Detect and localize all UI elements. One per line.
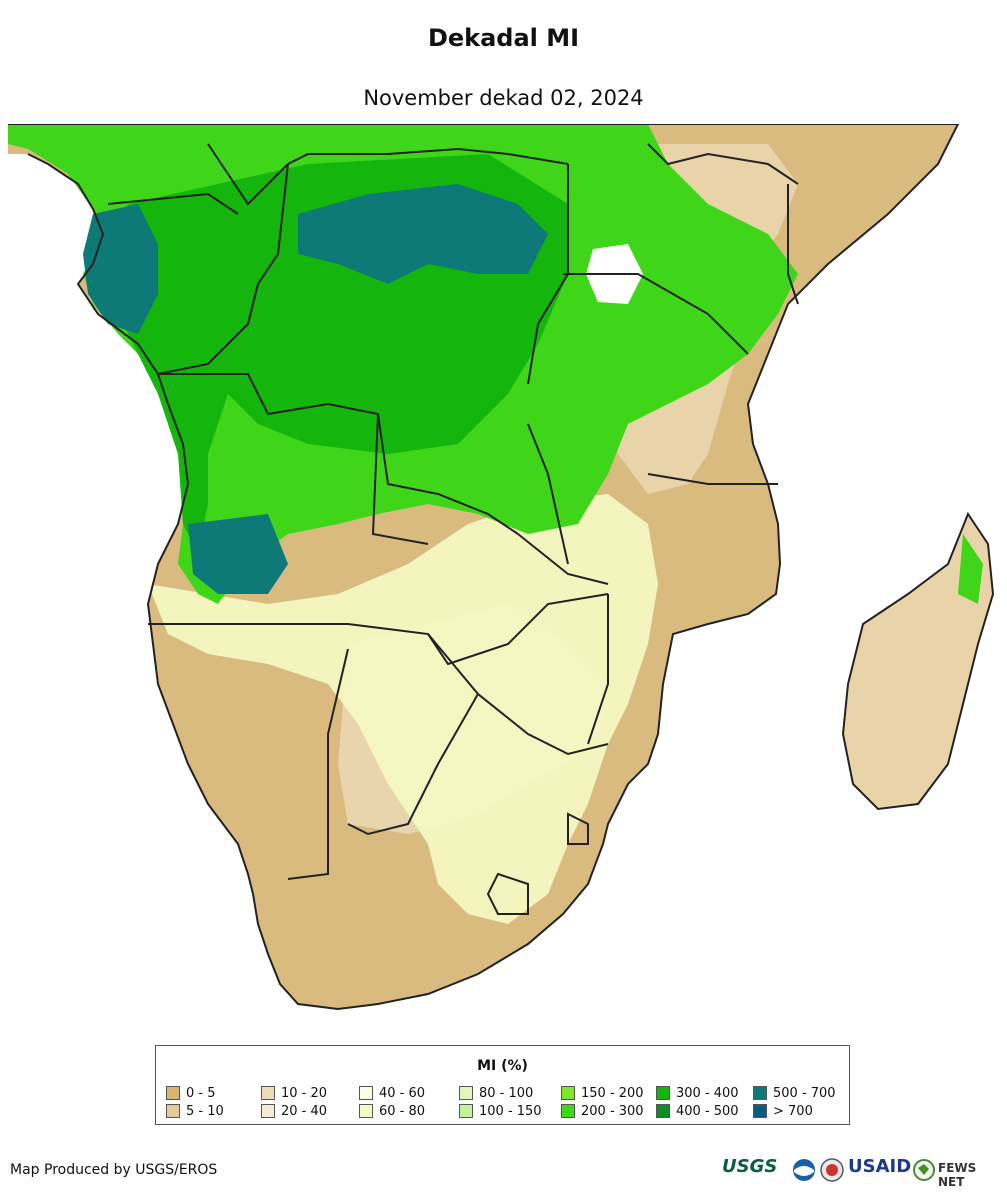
legend-item: 10 - 20	[261, 1086, 327, 1102]
legend-label: 200 - 300	[581, 1104, 644, 1119]
usgs-logo: USGS	[722, 1156, 777, 1177]
usgs-logo-text: USGS	[722, 1156, 778, 1177]
legend-swatch	[753, 1086, 767, 1100]
legend-item: 80 - 100	[459, 1086, 533, 1102]
legend-item: 20 - 40	[261, 1104, 327, 1120]
legend-swatch	[656, 1086, 670, 1100]
fewsnet-globe-icon	[913, 1159, 935, 1181]
legend-item: 200 - 300	[561, 1104, 644, 1120]
legend-swatch	[753, 1104, 767, 1118]
state-seal-icon	[820, 1158, 844, 1182]
legend-label: 10 - 20	[281, 1086, 328, 1101]
usaid-logo: USAID	[848, 1156, 911, 1177]
noaa-logo-icon	[793, 1159, 815, 1181]
legend-swatch	[561, 1104, 575, 1118]
legend-item: 300 - 400	[656, 1086, 739, 1102]
legend-item: > 700	[753, 1104, 813, 1120]
legend-item: 100 - 150	[459, 1104, 542, 1120]
very-wet-angola	[188, 514, 288, 594]
legend-label: 40 - 60	[379, 1086, 426, 1101]
legend-label: 60 - 80	[379, 1104, 426, 1119]
legend-swatch	[261, 1104, 275, 1118]
legend: MI (%) 0 - 5 5 - 10 10 - 20 20 - 40 40 - 60 6…	[155, 1045, 850, 1125]
legend-swatch	[166, 1086, 180, 1100]
legend-item: 400 - 500	[656, 1104, 739, 1120]
legend-item: 40 - 60	[359, 1086, 425, 1102]
legend-label: 300 - 400	[676, 1086, 739, 1101]
usaid-logo-text: USAID	[848, 1156, 912, 1177]
legend-label: > 700	[773, 1104, 813, 1119]
legend-item: 0 - 5	[166, 1086, 216, 1102]
fewsnet-logo-text: FEWS NET	[938, 1161, 977, 1189]
legend-label: 400 - 500	[676, 1104, 739, 1119]
madagascar	[841, 511, 995, 811]
legend-swatch	[561, 1086, 575, 1100]
very-wet-congo	[298, 184, 548, 284]
legend-label: 0 - 5	[186, 1086, 216, 1101]
legend-swatch	[459, 1104, 473, 1118]
logo-strip: USGS USAID FEWS NET	[722, 1156, 1002, 1189]
legend-item: 150 - 200	[561, 1086, 644, 1102]
map-subtitle: November dekad 02, 2024	[363, 86, 644, 110]
legend-label: 5 - 10	[186, 1104, 224, 1119]
legend-label: 500 - 700	[773, 1086, 836, 1101]
credit-text: Map Produced by USGS/EROS	[10, 1162, 218, 1178]
legend-title: MI (%)	[477, 1058, 528, 1074]
very-wet-coast	[83, 204, 158, 334]
legend-label: 80 - 100	[479, 1086, 534, 1101]
legend-label: 20 - 40	[281, 1104, 328, 1119]
southern-africa-mi-map	[8, 124, 995, 1011]
legend-item: 500 - 700	[753, 1086, 836, 1102]
legend-swatch	[459, 1086, 473, 1100]
legend-swatch	[261, 1086, 275, 1100]
legend-swatch	[359, 1086, 373, 1100]
legend-label: 150 - 200	[581, 1086, 644, 1101]
legend-item: 60 - 80	[359, 1104, 425, 1120]
fewsnet-logo: FEWS NET	[938, 1161, 1002, 1189]
legend-swatch	[656, 1104, 670, 1118]
country-borders	[8, 124, 960, 1011]
madagascar-wet	[958, 534, 983, 604]
legend-swatch	[166, 1104, 180, 1118]
map-title: Dekadal MI	[427, 24, 580, 52]
legend-swatch	[359, 1104, 373, 1118]
legend-item: 5 - 10	[166, 1104, 224, 1120]
legend-label: 100 - 150	[479, 1104, 542, 1119]
moist-zone-pale	[148, 494, 658, 924]
